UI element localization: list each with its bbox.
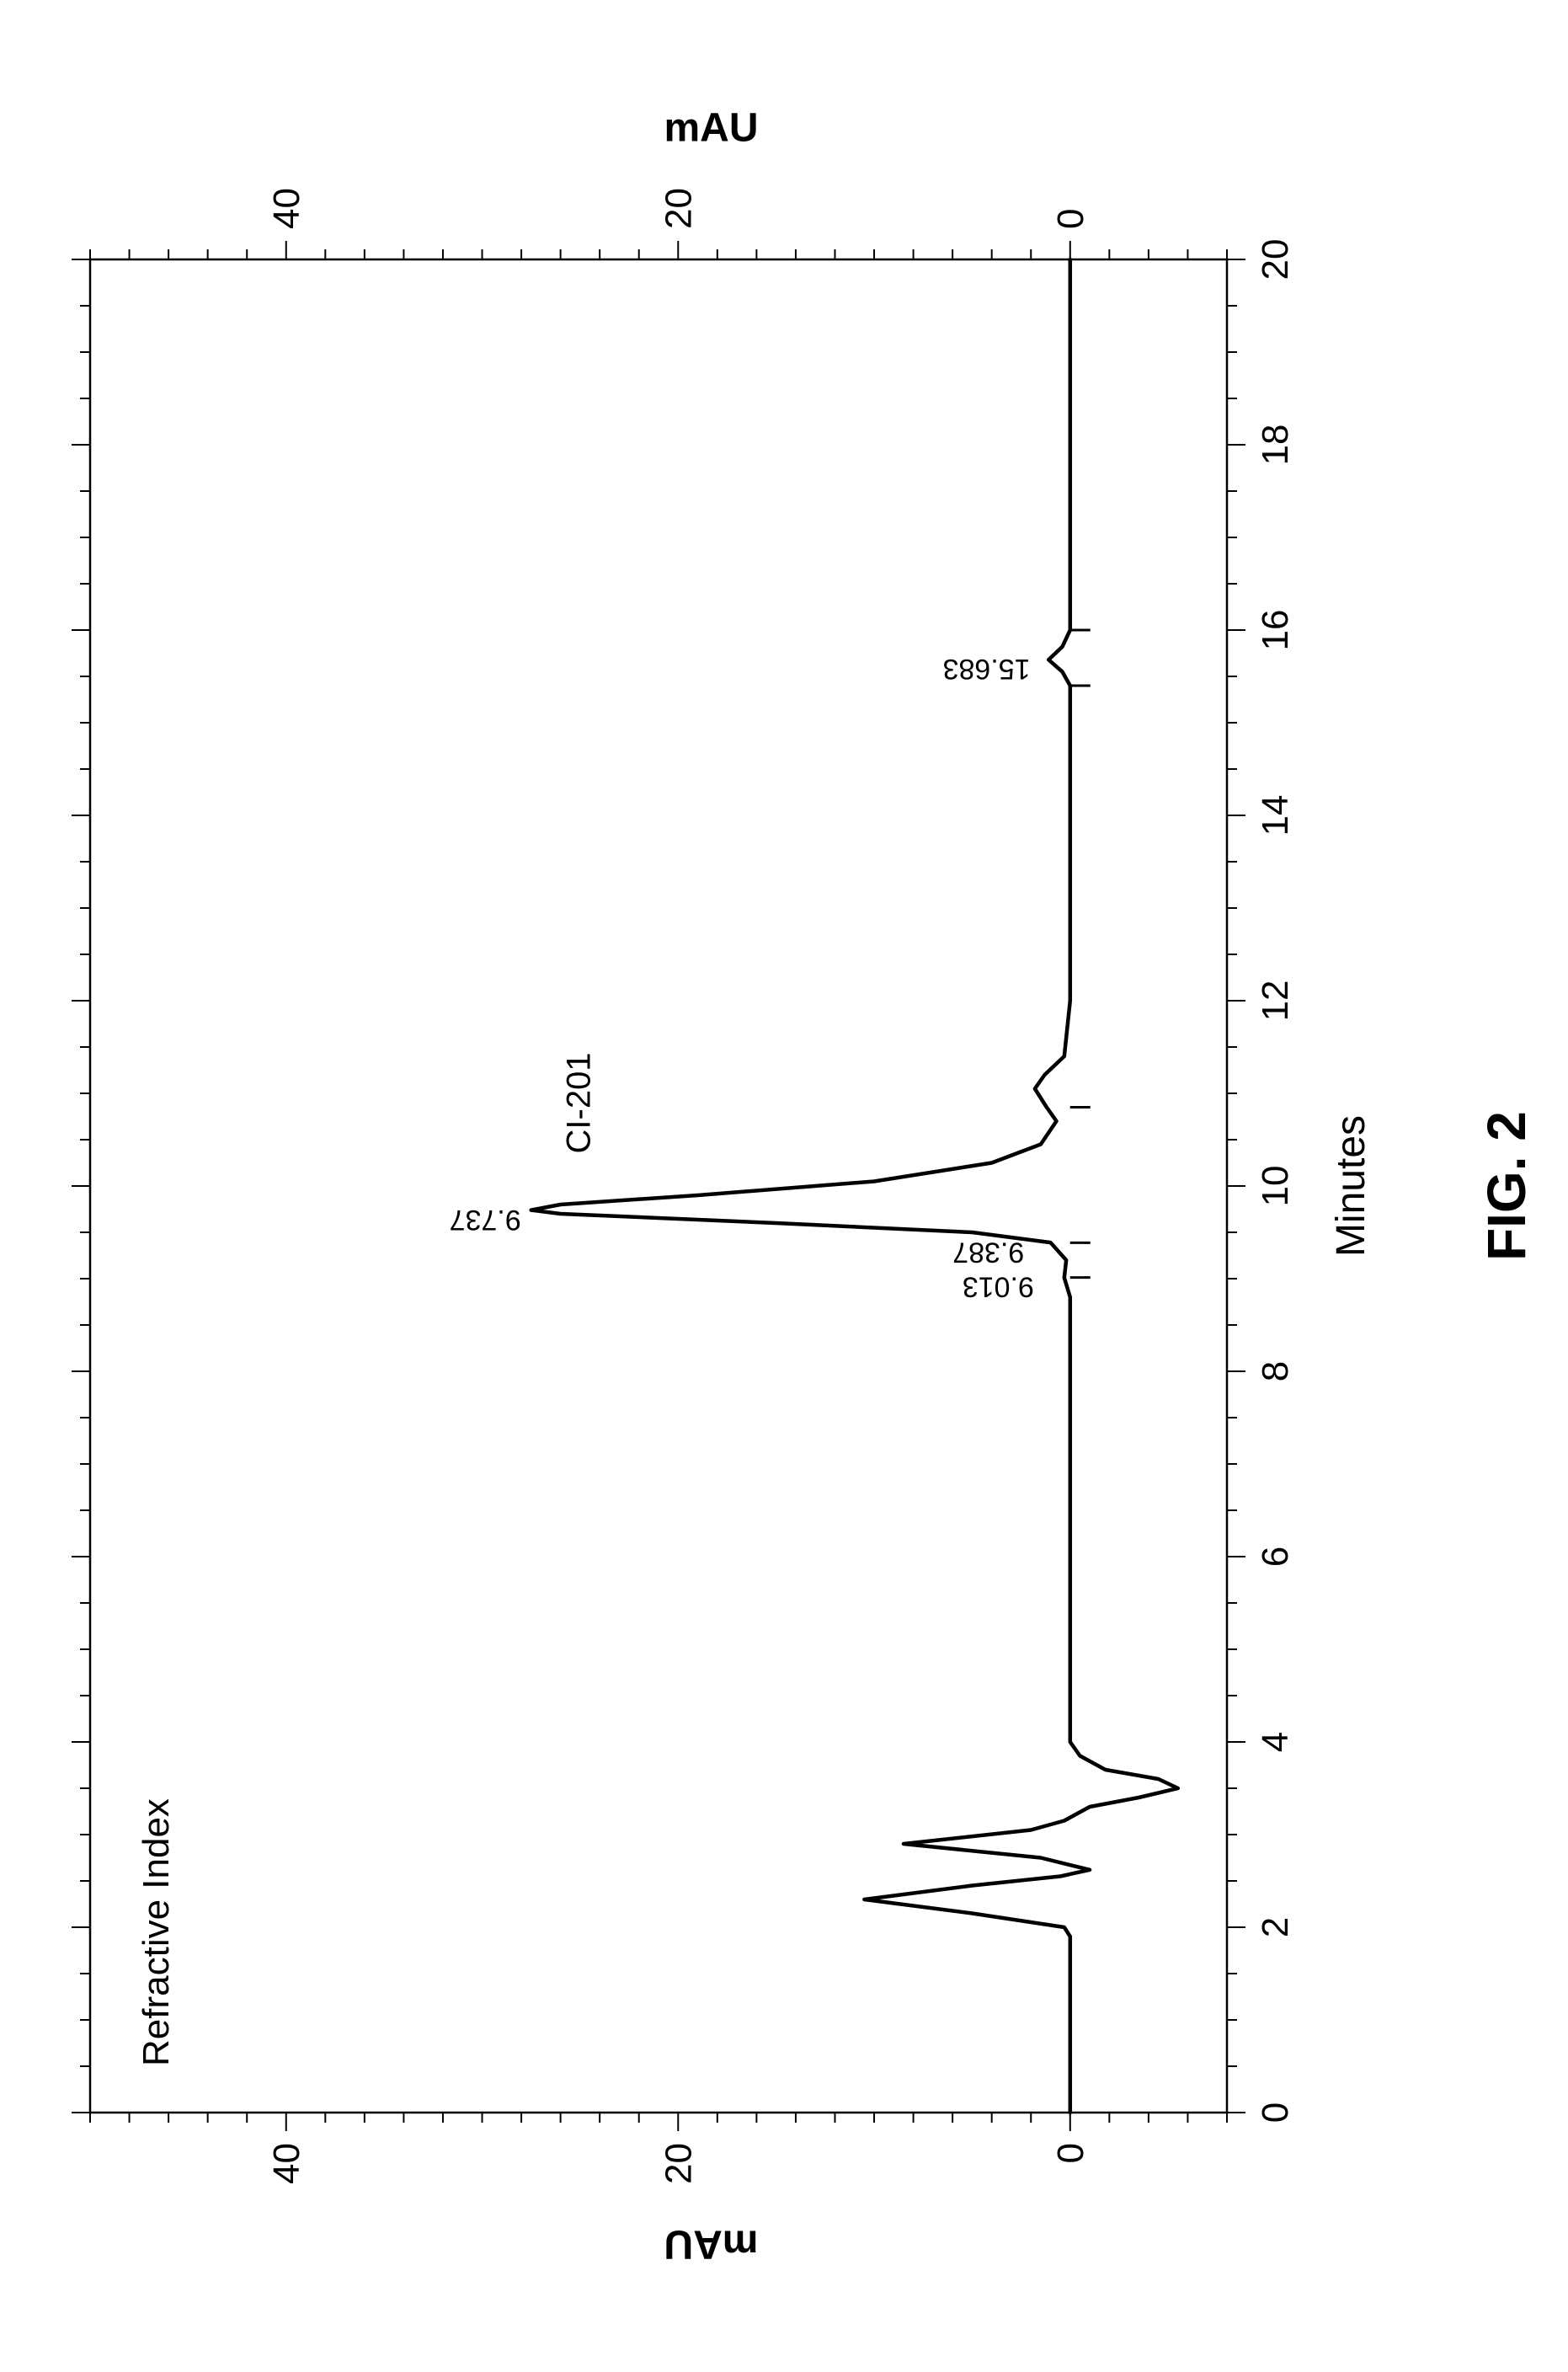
svg-text:40: 40 [266, 188, 307, 229]
svg-text:15.683: 15.683 [942, 653, 1030, 685]
chart-mid: 0 2 4 6 8 10 12 14 16 18 20 0 0 20 20 40 40 Refractive In… [48, 158, 1374, 2214]
svg-text:CI-201: CI-201 [560, 1052, 597, 1153]
chart-block: mAU 0 2 4 6 8 10 12 14 16 18 20 0 0 20 20 40 40 Refractiv… [48, 81, 1374, 2291]
y-axis-label-left: mAU [664, 2221, 758, 2268]
figure-container: mAU 0 2 4 6 8 10 12 14 16 18 20 0 0 20 20 40 40 Refractiv… [0, 0, 1568, 2372]
chromatogram-chart: 0 2 4 6 8 10 12 14 16 18 20 0 0 20 20 40 40 Refractive In… [48, 158, 1303, 2214]
svg-text:20: 20 [658, 188, 699, 229]
y-axis-label-right: mAU [664, 104, 758, 151]
svg-text:18: 18 [1255, 425, 1296, 466]
svg-text:12: 12 [1255, 980, 1296, 1022]
svg-text:0: 0 [1050, 2143, 1091, 2163]
x-axis-label: Minutes [1328, 1115, 1374, 1257]
svg-text:40: 40 [266, 2143, 307, 2184]
svg-text:0: 0 [1255, 2102, 1296, 2123]
svg-text:9.737: 9.737 [449, 1204, 520, 1236]
svg-text:10: 10 [1255, 1166, 1296, 1207]
svg-text:20: 20 [658, 2143, 699, 2184]
svg-text:8: 8 [1255, 1361, 1296, 1381]
svg-text:9.013: 9.013 [962, 1271, 1033, 1303]
rotated-figure: mAU 0 2 4 6 8 10 12 14 16 18 20 0 0 20 20 40 40 Refractiv… [0, 0, 1568, 2372]
figure-caption: FIG. 2 [1475, 1111, 1538, 1261]
svg-text:20: 20 [1255, 239, 1296, 280]
svg-text:4: 4 [1255, 1732, 1296, 1752]
page: mAU 0 2 4 6 8 10 12 14 16 18 20 0 0 20 20 40 40 Refractiv… [0, 0, 1568, 2372]
svg-text:2: 2 [1255, 1917, 1296, 1937]
svg-text:9.387: 9.387 [952, 1236, 1024, 1268]
svg-text:6: 6 [1255, 1547, 1296, 1567]
svg-text:14: 14 [1255, 795, 1296, 836]
svg-text:Refractive Index: Refractive Index [136, 1798, 177, 2066]
svg-text:16: 16 [1255, 610, 1296, 651]
svg-text:0: 0 [1050, 209, 1091, 229]
